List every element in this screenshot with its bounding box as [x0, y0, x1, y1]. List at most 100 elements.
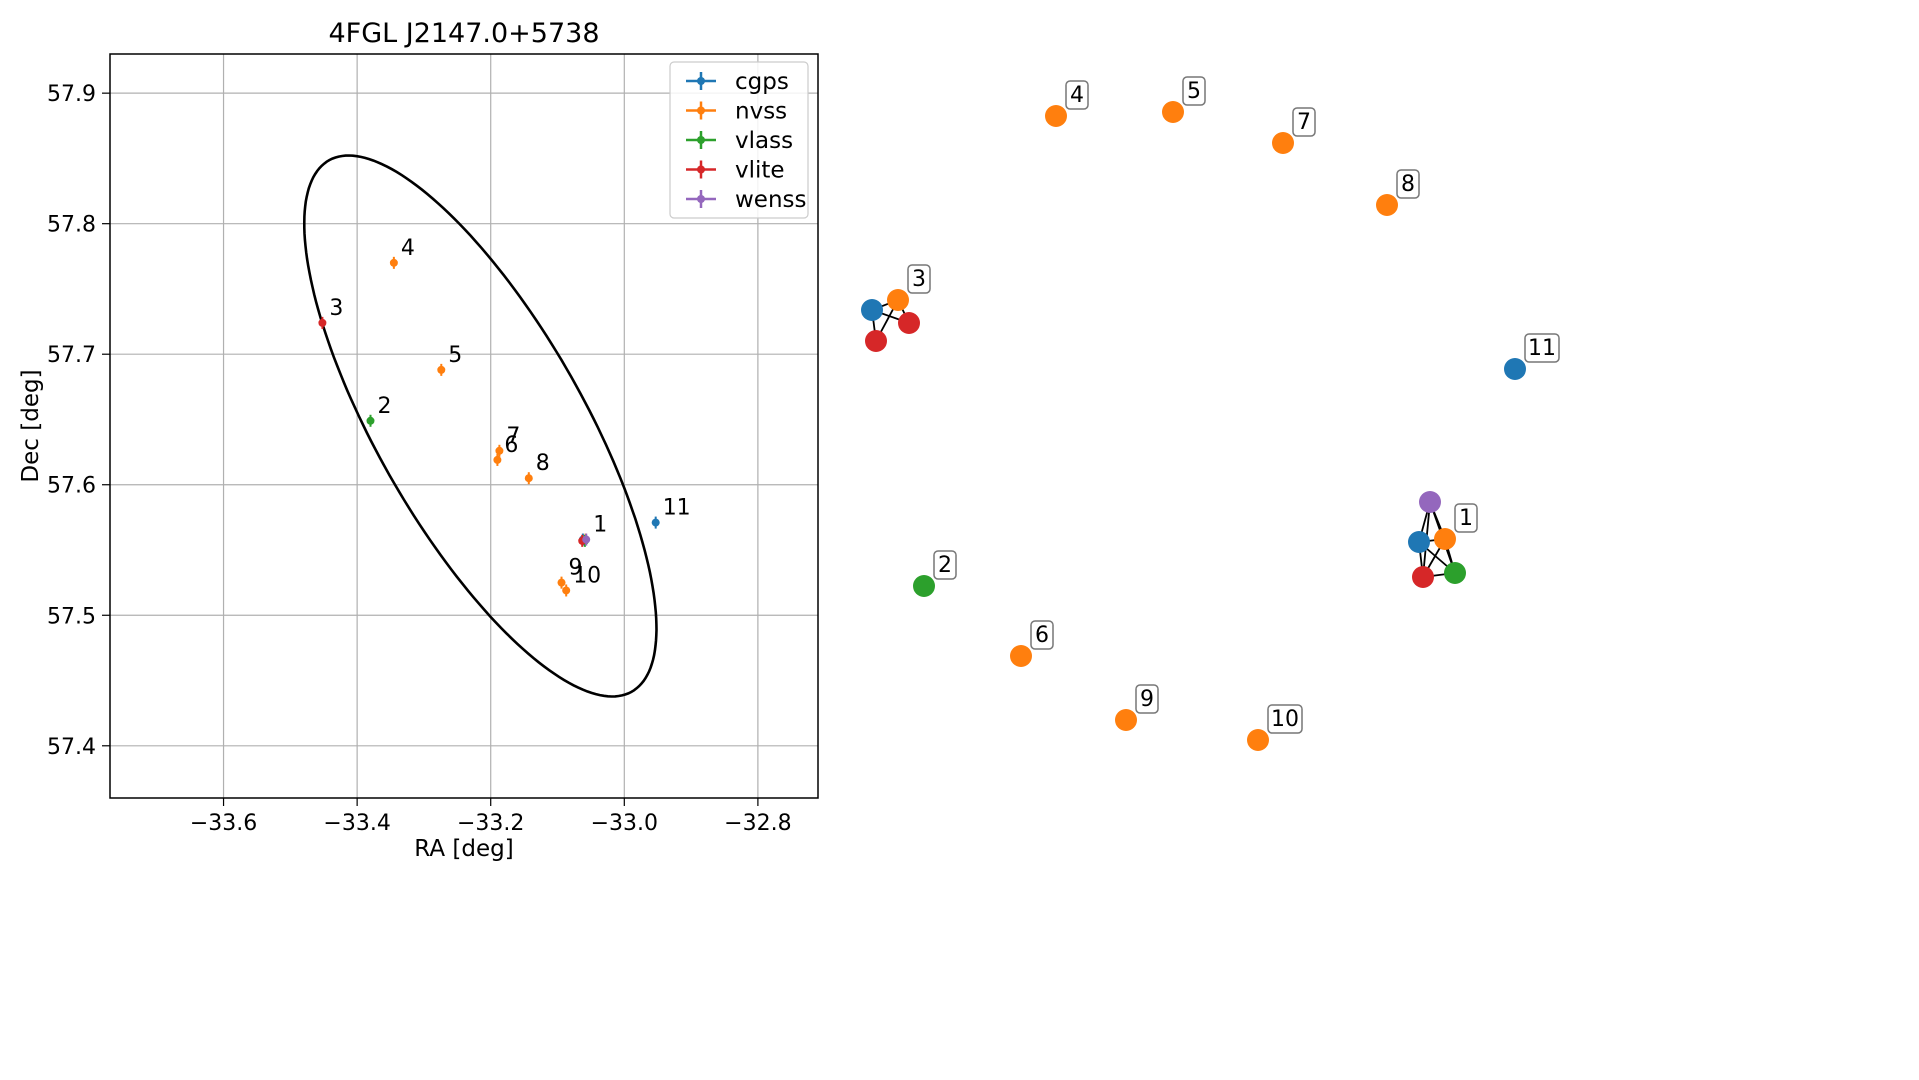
node-label-box	[1454, 503, 1478, 533]
chart-title: 4FGL J2147.0+5738	[328, 18, 599, 49]
x-tick-label: −33.0	[591, 811, 658, 836]
data-point-nvss: 5	[437, 343, 462, 376]
x-tick-label: −33.2	[457, 811, 524, 836]
node-label-box	[907, 264, 931, 294]
node-label-text: 5	[1187, 79, 1201, 104]
legend: cgps nvss vlass vlite wenss	[669, 61, 809, 219]
graph-node-nvss	[1045, 105, 1067, 127]
point-marker	[366, 416, 375, 425]
node-label-box	[933, 550, 957, 580]
graph-node-cgps	[1408, 531, 1430, 553]
graph-node-cgps	[861, 299, 883, 321]
point-label: 4	[401, 236, 415, 261]
legend-marker	[697, 165, 705, 174]
point-label: 7	[506, 424, 520, 449]
graph-node-nvss	[1115, 709, 1137, 731]
graph-node-nvss	[1434, 528, 1456, 550]
graph-node-vlite	[1412, 566, 1434, 588]
data-point-nvss: 8	[524, 451, 550, 485]
node-label-box	[1065, 80, 1089, 110]
scatter-plot-panel: 4FGL J2147.0+5738 RA [deg] Dec [deg] 11 4…	[18, 18, 819, 862]
node-label-text: 11	[1528, 336, 1556, 361]
data-point-nvss: 6	[493, 433, 518, 466]
graph-node-nvss	[1247, 729, 1269, 751]
data-point-wenss: 1	[582, 513, 607, 546]
graph-node-label: 6	[1030, 620, 1054, 650]
y-axis-label: Dec [deg]	[18, 369, 44, 482]
point-marker	[524, 474, 533, 483]
plot-frame	[109, 53, 819, 799]
graph-node-label: 3	[907, 264, 931, 294]
node-label-box	[1292, 107, 1316, 137]
node-label-text: 4	[1070, 83, 1084, 108]
x-tick-label: −32.8	[724, 811, 791, 836]
y-tick-label: 57.5	[47, 604, 96, 629]
graph-node-vlite	[898, 312, 920, 334]
node-label-box	[1524, 333, 1560, 363]
legend-marker	[697, 106, 705, 115]
graph-node-label: 10	[1267, 704, 1303, 734]
point-marker	[651, 518, 660, 527]
point-label: 2	[377, 394, 391, 419]
legend-marker	[697, 77, 705, 85]
point-label: 11	[663, 496, 691, 521]
x-tick-label: −33.6	[190, 811, 257, 836]
node-label-text: 7	[1297, 110, 1311, 135]
graph-node-label: 9	[1135, 684, 1159, 714]
x-axis-label: RA [deg]	[414, 836, 513, 862]
y-tick-label: 57.7	[47, 343, 96, 368]
grid	[110, 54, 818, 798]
node-label-box	[1267, 704, 1303, 734]
legend-label: nvss	[735, 99, 787, 125]
graph-node-vlass	[1444, 562, 1466, 584]
node-label-text: 1	[1459, 506, 1473, 531]
graph-node-label: 4	[1065, 80, 1089, 110]
graph-node-label: 11	[1524, 333, 1560, 363]
legend-marker	[697, 136, 705, 144]
point-label: 5	[448, 343, 462, 368]
axis-ticks: −33.6 −33.4 −33.2 −33.0 −32.8 57.4 57.5 57.6 57.…	[47, 82, 792, 836]
y-tick-label: 57.8	[47, 213, 96, 238]
point-marker	[562, 586, 571, 595]
node-label-text: 9	[1140, 687, 1154, 712]
data-point-cgps: 11	[651, 496, 691, 529]
node-label-box	[1396, 169, 1420, 199]
point-marker	[493, 455, 502, 464]
legend-entry-cgps: cgps	[686, 69, 789, 95]
error-ellipse	[303, 154, 658, 698]
data-point-vlass: 2	[366, 394, 391, 427]
graph-node-nvss	[1162, 101, 1184, 123]
node-label-box	[1135, 684, 1159, 714]
legend-marker	[697, 195, 705, 203]
x-tick-label: −33.4	[323, 811, 390, 836]
point-label: 10	[573, 563, 601, 588]
point-label: 8	[536, 451, 550, 476]
legend-label: wenss	[735, 187, 807, 213]
legend-entry-vlass: vlass	[686, 128, 793, 154]
point-marker	[582, 535, 591, 544]
legend-entry-wenss: wenss	[686, 187, 807, 213]
point-marker	[495, 446, 504, 455]
graph-node-labels: 1 2 3 4 5 6 7 8 9 10 11	[907, 76, 1560, 734]
legend-label: cgps	[735, 69, 789, 95]
graph-edges	[871, 299, 1456, 578]
node-label-text: 8	[1401, 172, 1415, 197]
node-label-text: 6	[1035, 623, 1049, 648]
graph-node-vlass	[913, 575, 935, 597]
point-marker	[437, 365, 446, 374]
legend-entry-nvss: nvss	[686, 99, 787, 125]
graph-node-label: 1	[1454, 503, 1478, 533]
node-label-text: 3	[912, 267, 926, 292]
graph-node-nvss	[887, 289, 909, 311]
graph-node-label: 5	[1182, 76, 1206, 106]
data-point-nvss: 7	[495, 424, 520, 457]
graph-node-label: 2	[933, 550, 957, 580]
graph-node-nvss	[1272, 132, 1294, 154]
graph-node-vlite	[865, 330, 887, 352]
node-label-text: 2	[938, 553, 952, 578]
point-label: 3	[329, 296, 343, 321]
graph-node-wenss	[1419, 491, 1441, 513]
y-tick-label: 57.9	[47, 82, 96, 107]
node-label-box	[1030, 620, 1054, 650]
localization-ellipse	[303, 154, 658, 698]
